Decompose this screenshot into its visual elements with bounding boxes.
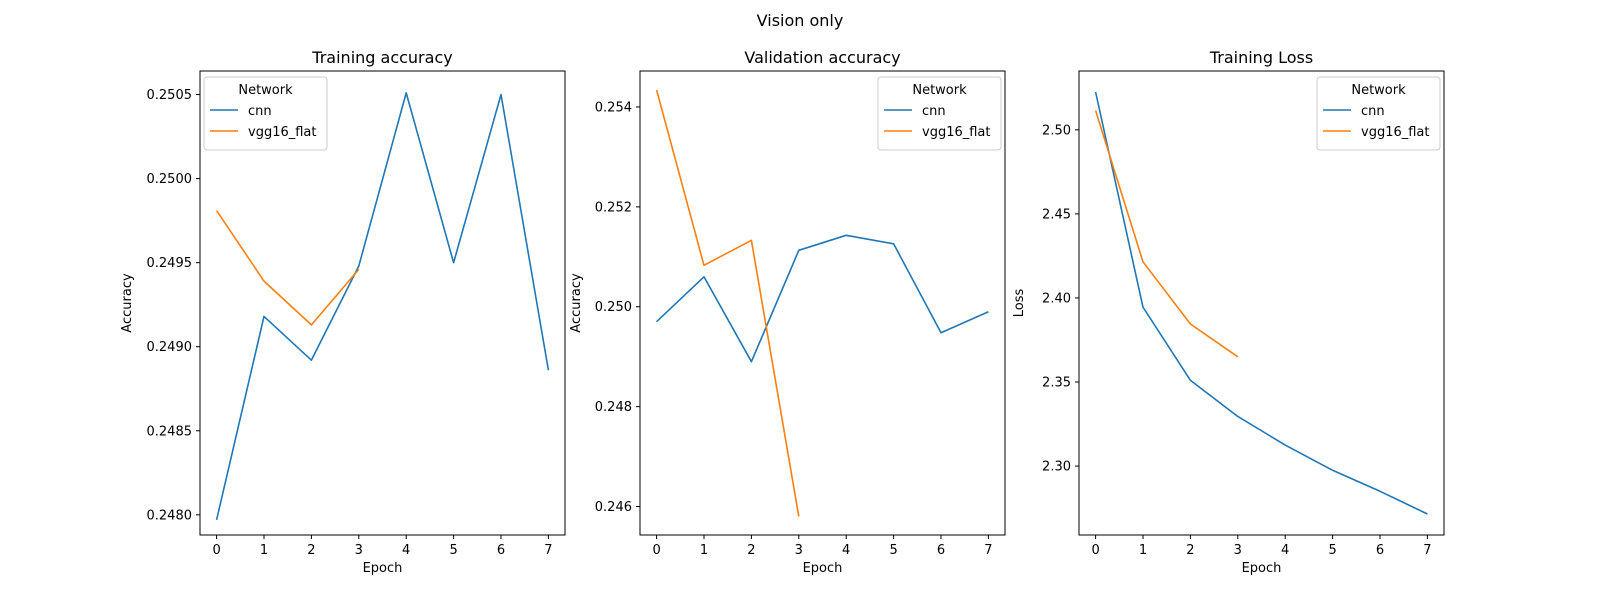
legend-entry-vgg16_flat: vgg16_flat	[1361, 125, 1430, 140]
y-axis-label: Accuracy	[569, 273, 584, 333]
x-tick-label: 0	[1091, 543, 1099, 558]
legend-entry-vgg16_flat: vgg16_flat	[922, 125, 991, 140]
axes-frame	[1078, 70, 1445, 536]
x-tick-label: 0	[212, 543, 220, 558]
axes-frame	[639, 70, 1006, 536]
x-tick-label: 6	[497, 543, 505, 558]
legend-entry-vgg16_flat: vgg16_flat	[248, 125, 317, 140]
y-axis-label: Loss	[1012, 289, 1027, 318]
legend-title: Network	[1351, 83, 1406, 98]
x-tick-label: 3	[355, 543, 363, 558]
x-axis-label: Epoch	[363, 561, 403, 576]
legend: Network cnn vgg16_flat	[1316, 76, 1441, 151]
x-axis-label: Epoch	[803, 561, 843, 576]
legend: Network cnn vgg16_flat	[203, 76, 328, 151]
legend-entry-cnn: cnn	[248, 104, 272, 119]
axes-frame	[199, 70, 566, 536]
y-tick-label: 0.2490	[147, 340, 193, 355]
series-line-cnn	[1094, 91, 1428, 515]
x-tick-label: 4	[1281, 543, 1289, 558]
y-tick-label: 0.252	[595, 200, 632, 215]
y-tick-label: 0.2485	[147, 424, 193, 439]
y-tick-label: 2.40	[1042, 291, 1071, 306]
x-tick-label: 2	[747, 543, 755, 558]
legend-title: Network	[238, 83, 293, 98]
subplot-2: Validation accuracy 0 1 2 3 4 5 6 7 0.246 0.248 0.2…	[569, 48, 1006, 576]
y-tick-label: 0.2500	[147, 172, 193, 187]
series-line-cnn	[656, 234, 989, 363]
x-tick-label: 2	[1186, 543, 1194, 558]
x-axis-label: Epoch	[1242, 561, 1282, 576]
subplot-1: Training accuracy 0 1 2 3 4 5 6 7 0.2480 0.2485 0.2…	[120, 48, 566, 576]
y-tick-label: 0.248	[595, 400, 632, 415]
x-tick-label: 7	[544, 543, 552, 558]
y-tick-label: 0.254	[595, 100, 632, 115]
x-tick-label: 7	[1423, 543, 1431, 558]
x-tick-label: 4	[842, 543, 850, 558]
x-tick-label: 5	[1328, 543, 1336, 558]
y-tick-label: 2.35	[1042, 376, 1071, 391]
series-line-vgg16_flat	[655, 89, 800, 517]
x-tick-label: 6	[937, 543, 945, 558]
legend: Network cnn vgg16_flat	[877, 76, 1002, 151]
legend-entry-cnn: cnn	[922, 104, 946, 119]
y-tick-label: 2.30	[1042, 460, 1071, 475]
x-tick-label: 1	[700, 543, 708, 558]
y-axis-label: Accuracy	[120, 273, 135, 333]
x-tick-label: 4	[402, 543, 410, 558]
series-line-vgg16_flat	[1094, 110, 1239, 358]
y-tick-label: 2.45	[1042, 207, 1071, 222]
y-tick-label: 2.50	[1042, 123, 1071, 138]
y-tick-label: 0.2495	[147, 256, 193, 271]
x-tick-label: 0	[652, 543, 660, 558]
x-tick-label: 1	[1139, 543, 1147, 558]
x-tick-label: 6	[1376, 543, 1384, 558]
subplot-3: Training Loss 0 1 2 3 4 5 6 7 2.30 2.35 2.40 2.45 2.5…	[1012, 48, 1445, 576]
x-tick-label: 3	[795, 543, 803, 558]
subplot-title: Training accuracy	[311, 48, 452, 67]
x-tick-label: 1	[260, 543, 268, 558]
y-tick-label: 0.250	[595, 300, 632, 315]
legend-title: Network	[912, 83, 967, 98]
x-tick-label: 2	[307, 543, 315, 558]
x-tick-label: 7	[984, 543, 992, 558]
subplot-title: Validation accuracy	[744, 48, 900, 67]
figure-suptitle: Vision only	[757, 11, 844, 30]
series-line-cnn	[215, 92, 550, 521]
legend-entry-cnn: cnn	[1361, 104, 1385, 119]
x-tick-label: 5	[449, 543, 457, 558]
y-tick-label: 0.2480	[147, 508, 193, 523]
x-tick-label: 3	[1234, 543, 1242, 558]
x-tick-label: 5	[889, 543, 897, 558]
series-line-vgg16_flat	[215, 210, 360, 326]
y-tick-label: 0.246	[595, 500, 632, 515]
subplot-title: Training Loss	[1209, 48, 1313, 67]
y-tick-label: 0.2505	[147, 88, 193, 103]
